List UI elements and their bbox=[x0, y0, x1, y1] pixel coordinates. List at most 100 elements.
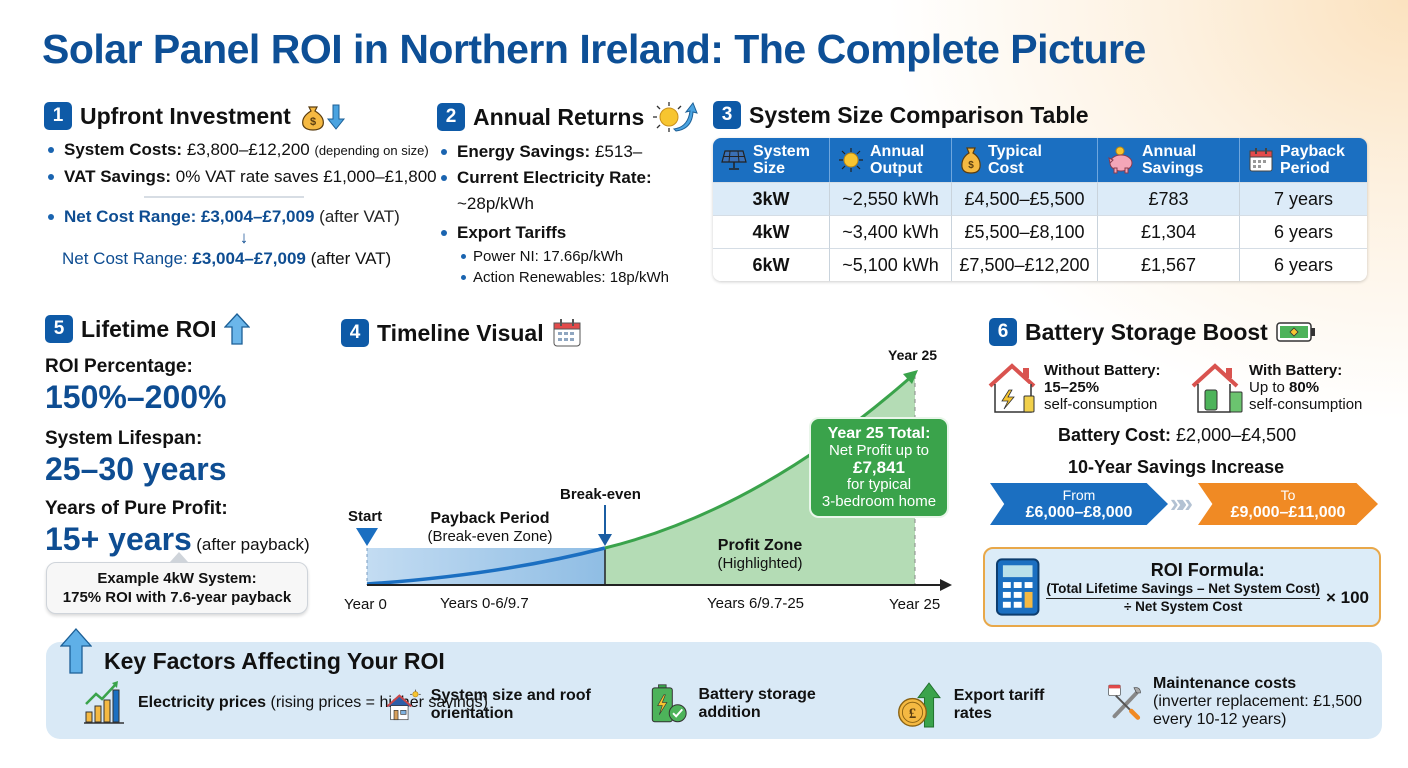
formula-numerator: (Total Lifetime Savings – Net System Cos… bbox=[1046, 581, 1320, 599]
year25-total-box: Year 25 Total: Net Profit up to £7,841 f… bbox=[809, 417, 949, 518]
cell-typical-cost: £4,500–£5,500 bbox=[952, 182, 1098, 215]
upfront-list: System Costs: £3,800–£12,200 (depending … bbox=[44, 137, 444, 190]
total-line3: 3-bedroom home bbox=[821, 493, 937, 510]
solar-panel-icon bbox=[721, 150, 747, 170]
cell-typical-cost: £5,500–£8,100 bbox=[952, 215, 1098, 248]
section-number-badge: 2 bbox=[437, 103, 465, 131]
key-factors-panel bbox=[46, 642, 1382, 739]
net-cost-item: Net Cost Range: £3,004–£7,009 (after VAT… bbox=[44, 204, 444, 230]
svg-text:$: $ bbox=[968, 160, 974, 171]
column-header-payback-period: Payback Period bbox=[1240, 138, 1367, 182]
section-system-size-table: 3 System Size Comparison Table System Siz… bbox=[713, 101, 1367, 281]
battery-cost: Battery Cost: £2,000–£4,500 bbox=[1058, 425, 1297, 445]
total-amount: £7,841 bbox=[853, 458, 905, 477]
to-savings-arrow: To £9,000–£11,000 bbox=[1198, 483, 1378, 525]
section-title: Battery Storage Boost bbox=[1025, 318, 1268, 345]
section-number-badge: 3 bbox=[713, 101, 741, 129]
factor-maintenance: Maintenance costs (inverter replacement:… bbox=[1108, 674, 1378, 730]
vat-savings-item: VAT Savings: 0% VAT rate saves £1,000–£1… bbox=[44, 164, 444, 190]
comparison-table: System Size Annual Output $ Typical Cost An… bbox=[713, 138, 1367, 281]
system-costs-item: System Costs: £3,800–£12,200 (depending … bbox=[44, 137, 444, 164]
formula-fraction: (Total Lifetime Savings – Net System Cos… bbox=[1046, 581, 1320, 614]
battery-check-icon bbox=[651, 684, 687, 723]
savings-increase-title: 10-Year Savings Increase bbox=[1068, 457, 1285, 477]
tariff-item: Action Renewables: 18p/kWh bbox=[457, 267, 698, 288]
factor-export-tariff: £ Export tariff rates bbox=[896, 679, 1076, 731]
section-heading: 3 System Size Comparison Table bbox=[713, 101, 1367, 129]
calendar-icon bbox=[1249, 148, 1273, 172]
page-title: Solar Panel ROI in Northern Ireland: The… bbox=[42, 26, 1146, 72]
formula-denominator: ÷ Net System Cost bbox=[1123, 599, 1243, 614]
payback-subtitle: (Break-even Zone) bbox=[427, 528, 553, 545]
section-title: Timeline Visual bbox=[377, 319, 544, 346]
profit-curve bbox=[604, 374, 913, 550]
section-heading: 6 Battery Storage Boost bbox=[989, 318, 1316, 346]
timeline-chart bbox=[356, 370, 952, 591]
total-line1: Net Profit up to bbox=[828, 442, 930, 459]
house-with-battery-icon bbox=[1191, 363, 1243, 413]
formula-multiplier: × 100 bbox=[1325, 587, 1369, 607]
lifespan-label: System Lifespan: bbox=[45, 428, 203, 449]
cell-annual-output: ~5,100 kWh bbox=[830, 248, 952, 281]
axis-label-year25: Year 25 bbox=[889, 596, 941, 613]
example-detail: 175% ROI with 7.6-year payback bbox=[62, 589, 292, 606]
without-battery-label: Without Battery: bbox=[1044, 362, 1161, 379]
axis-label-range2: Years 6/9.7-25 bbox=[707, 595, 805, 612]
section-title: System Size Comparison Table bbox=[749, 101, 1089, 128]
profit-subtitle: (Highlighted) bbox=[717, 555, 803, 572]
from-savings-arrow: From £6,000–£8,000 bbox=[990, 483, 1168, 525]
factor-text: Electricity prices (rising prices = high… bbox=[138, 694, 488, 711]
cell-system-size: 3kW bbox=[713, 182, 830, 215]
export-tariffs-item: Export Tariffs Power NI: 17.66p/kWh Acti… bbox=[437, 220, 698, 288]
tariff-list: Power NI: 17.66p/kWh Action Renewables: … bbox=[457, 246, 698, 288]
roi-label: ROI Percentage: bbox=[45, 356, 193, 377]
factor-text: Maintenance costs (inverter replacement:… bbox=[1153, 675, 1363, 728]
roi-value: 150%–200% bbox=[45, 379, 227, 415]
electricity-rate-item: Current Electricity Rate: ~28p/kWh bbox=[437, 165, 698, 217]
from-value: £6,000–£8,000 bbox=[1025, 504, 1133, 521]
cell-payback-period: 7 years bbox=[1240, 182, 1367, 215]
annual-returns-list: Energy Savings: £513– Current Electricit… bbox=[437, 139, 698, 288]
cell-payback-period: 6 years bbox=[1240, 248, 1367, 281]
section-heading: 1 Upfront Investment $ bbox=[44, 101, 444, 131]
section-upfront-investment: 1 Upfront Investment $ System Costs: £3,… bbox=[44, 101, 444, 272]
money-bag-down-icon: $ bbox=[301, 104, 345, 131]
arrow-up-icon bbox=[60, 628, 92, 674]
payback-zone bbox=[367, 548, 605, 585]
roi-formula-box: ROI Formula: (Total Lifetime Savings – N… bbox=[983, 547, 1381, 627]
table-row: 4kW ~3,400 kWh £5,500–£8,100 £1,304 6 ye… bbox=[713, 215, 1367, 248]
table-row: 3kW ~2,550 kWh £4,500–£5,500 £783 7 year… bbox=[713, 182, 1367, 215]
energy-savings-item: Energy Savings: £513– bbox=[437, 139, 698, 165]
column-header-annual-output: Annual Output bbox=[830, 138, 952, 182]
cell-annual-output: ~2,550 kWh bbox=[830, 182, 952, 215]
tariff-item: Power NI: 17.66p/kWh bbox=[457, 246, 698, 267]
with-battery-label: With Battery: bbox=[1249, 362, 1343, 379]
axis-label-year0: Year 0 bbox=[344, 596, 387, 613]
total-line2: for typical bbox=[846, 476, 912, 493]
with-battery-value-row: Up to 80% bbox=[1249, 379, 1320, 396]
piggy-bank-icon bbox=[1108, 146, 1133, 174]
to-value: £9,000–£11,000 bbox=[1230, 504, 1346, 521]
column-header-annual-savings: Annual Savings bbox=[1098, 138, 1240, 182]
table-row: 6kW ~5,100 kWh £7,500–£12,200 £1,567 6 y… bbox=[713, 248, 1367, 281]
sun-icon bbox=[839, 148, 863, 172]
total-title: Year 25 Total: bbox=[827, 425, 931, 442]
section-timeline: 4 Timeline Visual bbox=[341, 318, 582, 348]
breakeven-label: Break-even bbox=[560, 486, 641, 503]
formula-fraction-row: (Total Lifetime Savings – Net System Cos… bbox=[1046, 581, 1369, 614]
chevrons-icon: »» bbox=[1170, 488, 1193, 518]
section-lifetime-roi: 5 Lifetime ROI ROI Percentage: 150%–200%… bbox=[45, 313, 310, 557]
section-number-badge: 6 bbox=[989, 318, 1017, 346]
without-battery-info: Without Battery: 15–25% self-consumption bbox=[1044, 362, 1161, 413]
profit-zone bbox=[605, 375, 915, 585]
section-heading: 2 Annual Returns bbox=[437, 101, 699, 133]
start-marker-icon bbox=[356, 528, 378, 546]
callout-pointer bbox=[170, 552, 188, 562]
cell-payback-period: 6 years bbox=[1240, 215, 1367, 248]
down-arrow-icon: ↓ bbox=[239, 228, 249, 247]
cell-annual-savings: £783 bbox=[1098, 182, 1240, 215]
profit-zone-label: Profit Zone (Highlighted) bbox=[680, 537, 840, 572]
pure-profit-row: 15+ years (after payback) bbox=[45, 521, 310, 557]
pure-profit-note: (after payback) bbox=[196, 535, 310, 554]
column-header-typical-cost: $ Typical Cost bbox=[952, 138, 1098, 182]
